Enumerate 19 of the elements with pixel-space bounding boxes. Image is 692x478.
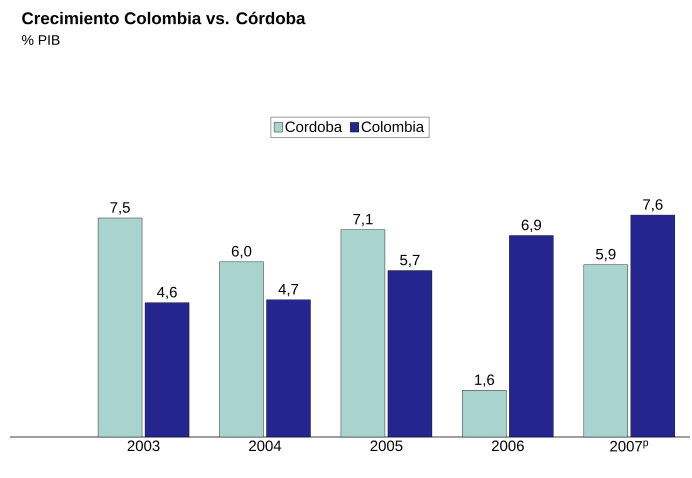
data-label: 5,7: [400, 254, 420, 268]
data-label: 1,6: [475, 374, 494, 387]
data-label: 4,6: [157, 286, 177, 300]
x-tick-label: 2004: [249, 440, 282, 452]
data-label: 5,9: [596, 248, 616, 262]
x-tick-label: 2007$^{p}$: [610, 440, 648, 452]
data-label: 7,5: [110, 202, 130, 214]
chart-title: Crecimiento Colombia vs. Córdoba: [22, 12, 306, 24]
x-tick-label: 2003: [128, 440, 160, 452]
data-label: 6,0: [232, 246, 252, 258]
data-label: 4,7: [278, 284, 298, 296]
legend-label: Colombia: [362, 121, 424, 132]
data-label: 6,9: [522, 220, 542, 232]
x-tick-label: 2006: [492, 440, 524, 452]
data-label: 7,1: [353, 214, 373, 226]
data-label: 7,6: [643, 199, 663, 212]
x-tick-label: 2005: [370, 440, 402, 452]
chart-subtitle: % PIB: [22, 35, 60, 45]
legend-label: Cordoba: [286, 121, 342, 132]
